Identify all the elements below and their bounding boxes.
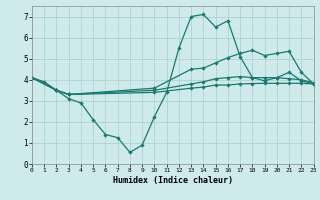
X-axis label: Humidex (Indice chaleur): Humidex (Indice chaleur) [113, 176, 233, 185]
